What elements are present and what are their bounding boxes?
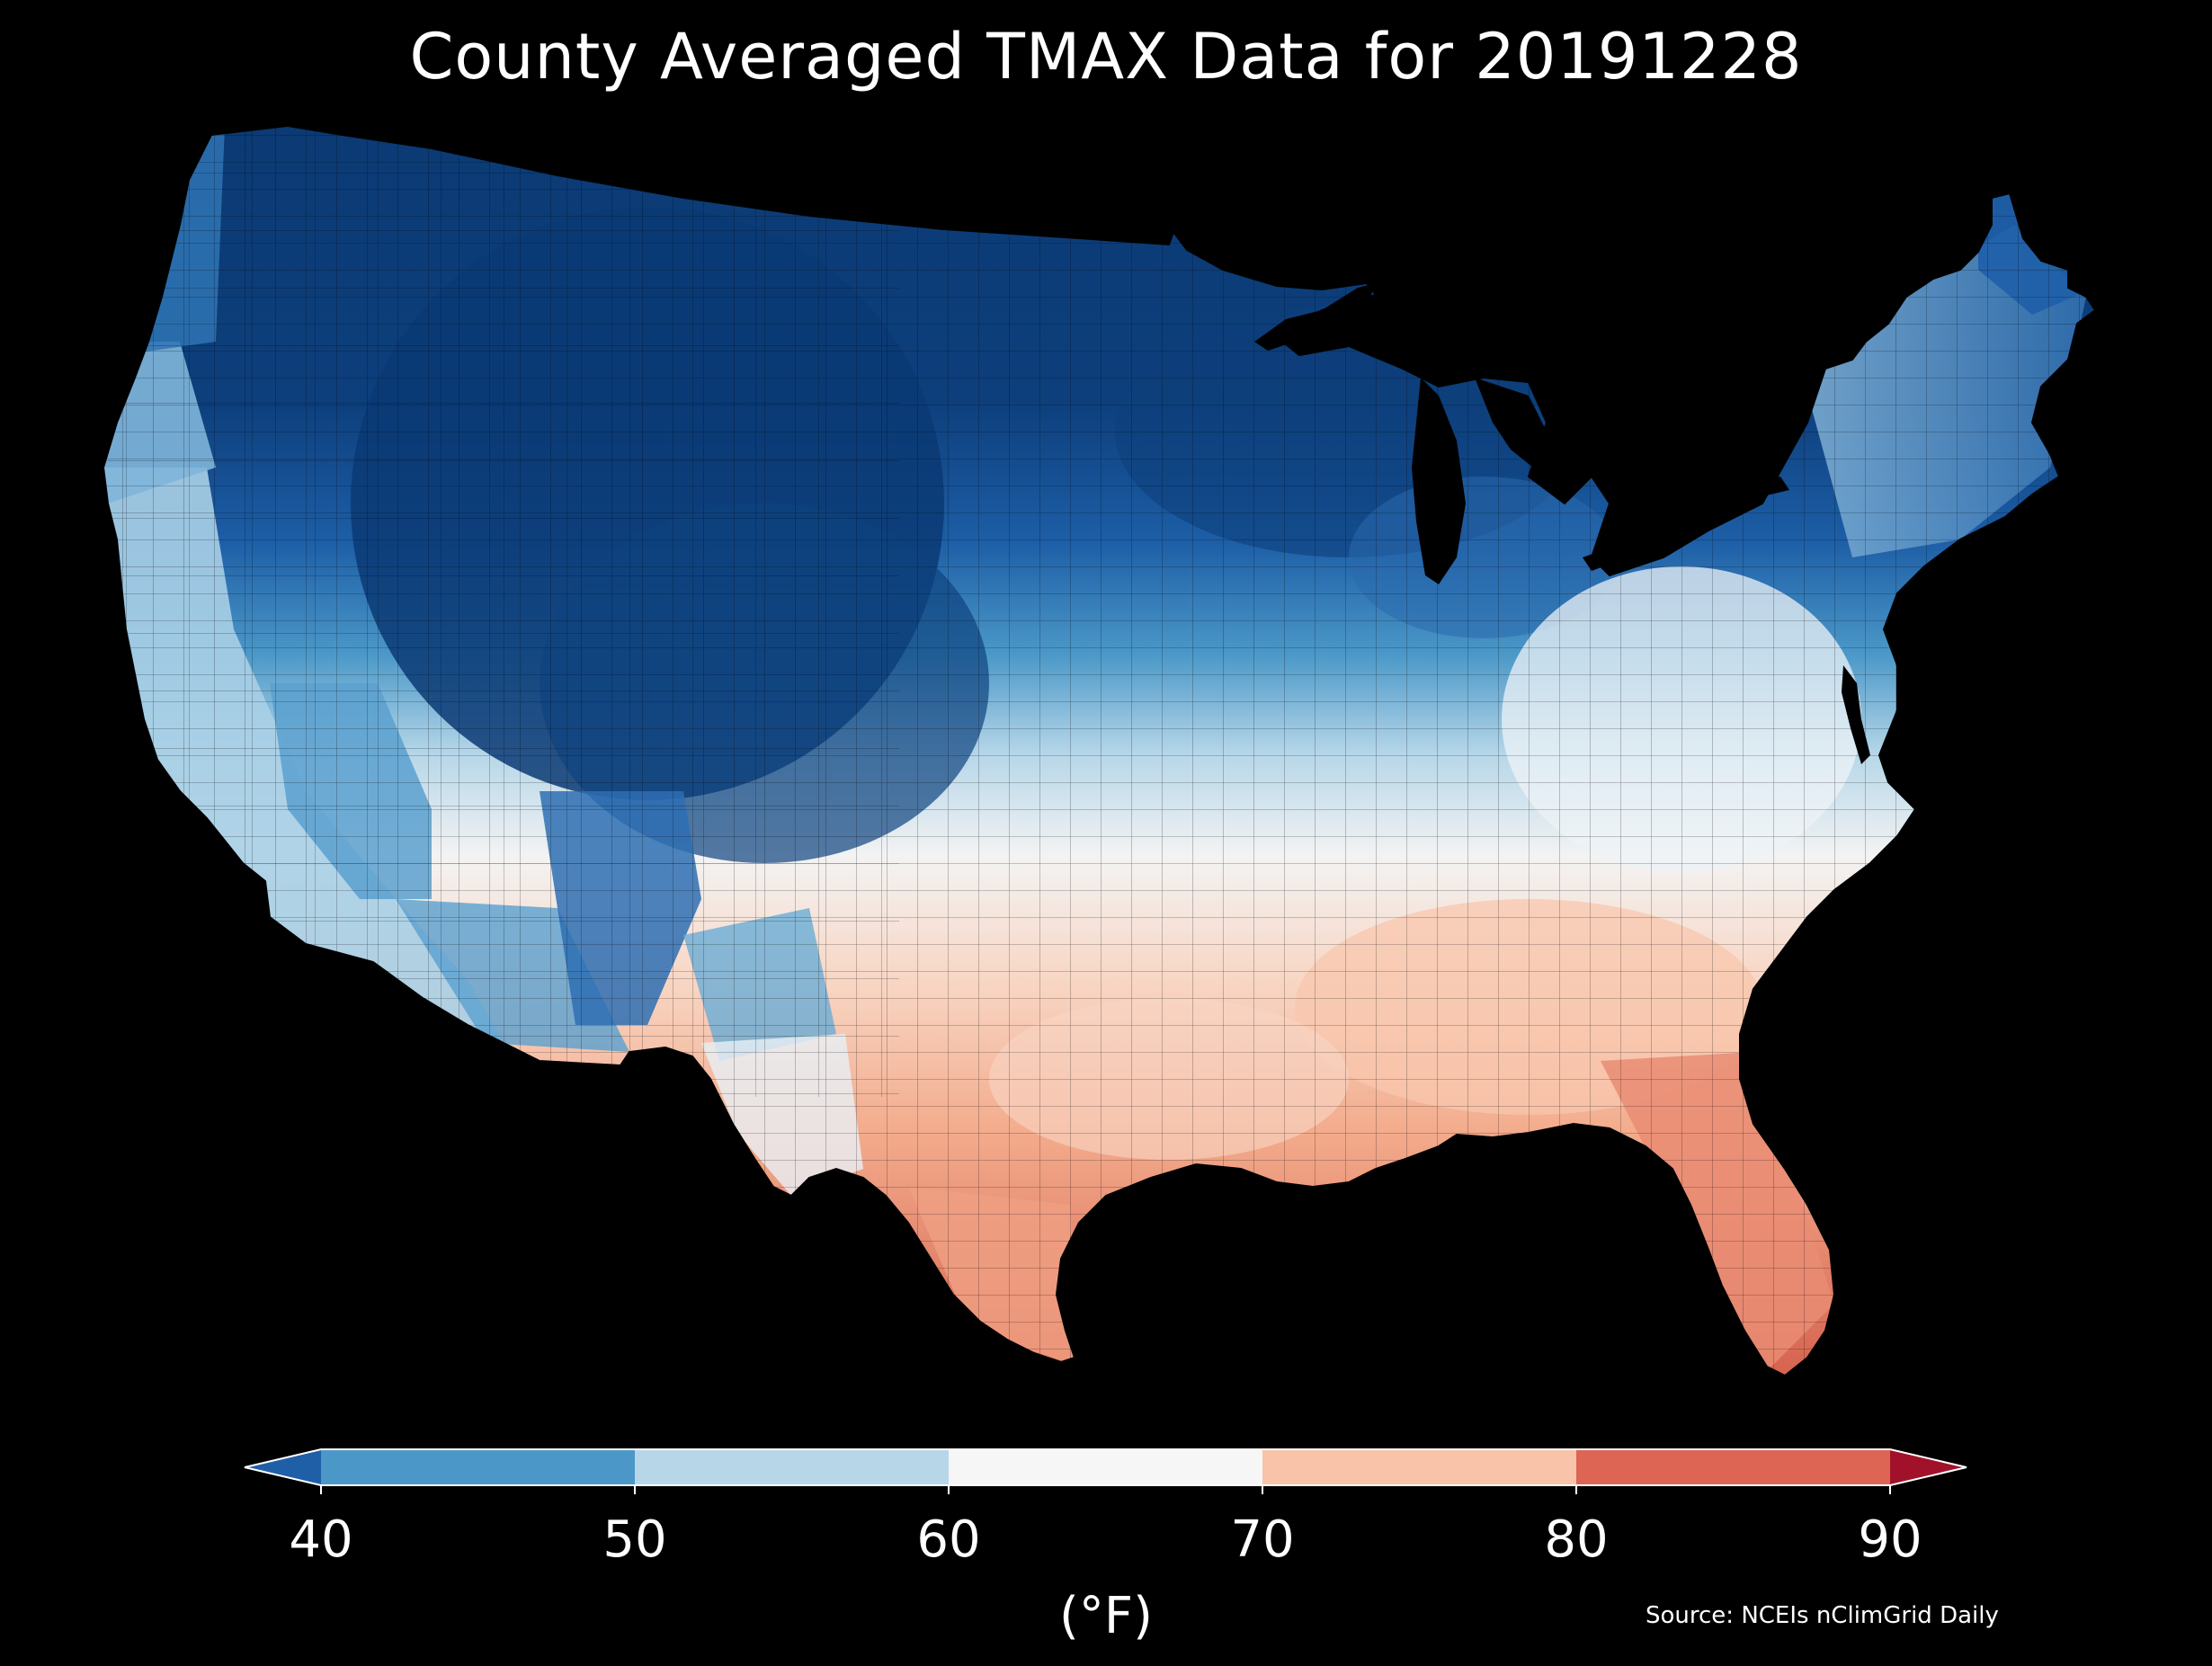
colorbar-extend-high [1890, 1449, 1967, 1485]
colorbar-tick-70: 70 [1230, 1510, 1295, 1569]
lake-huron [1475, 378, 1547, 468]
page-title: County Averaged TMAX Data for 20191228 [409, 20, 1803, 94]
colorbar-bin-70-80 [1262, 1449, 1577, 1485]
lake-superior [1254, 283, 1376, 351]
lake-michigan [1412, 378, 1466, 584]
chesapeake-bay [1842, 665, 1870, 764]
colorbar-bin-80-90 [1576, 1449, 1891, 1485]
colorbar-tick-80: 80 [1544, 1510, 1609, 1569]
colorbar-tick-50: 50 [602, 1510, 667, 1569]
colorbar-bin-40-50 [321, 1449, 636, 1485]
colorbar-tick-40: 40 [289, 1510, 353, 1569]
colorbar-tick-60: 60 [916, 1510, 981, 1569]
colorbar-extend-low [245, 1449, 321, 1485]
colorbar-bin-60-70 [949, 1449, 1263, 1485]
source-note: Source: NCEIs nClimGrid Daily [1646, 1602, 1999, 1629]
colorbar-unit-label: (°F) [1059, 1587, 1153, 1645]
lake-erie [1583, 512, 1690, 571]
colorbar-tick-90: 90 [1858, 1510, 1922, 1569]
colorbar-bin-50-60 [635, 1449, 950, 1485]
